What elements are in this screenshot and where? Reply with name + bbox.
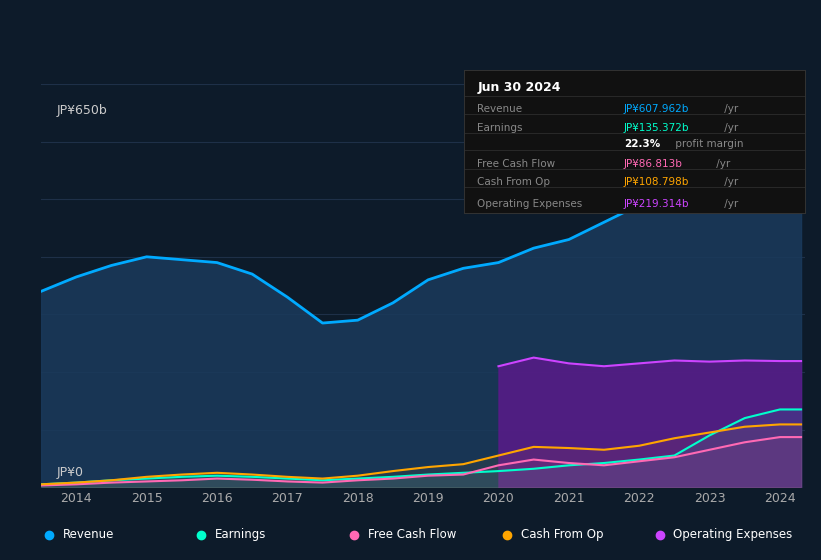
Text: profit margin: profit margin xyxy=(672,138,743,148)
Text: /yr: /yr xyxy=(722,177,739,187)
Text: JP¥0: JP¥0 xyxy=(57,466,83,479)
Text: JP¥219.314b: JP¥219.314b xyxy=(624,199,690,208)
Text: /yr: /yr xyxy=(722,104,739,114)
Text: Earnings: Earnings xyxy=(478,123,523,133)
Text: JP¥86.813b: JP¥86.813b xyxy=(624,158,683,169)
Text: Free Cash Flow: Free Cash Flow xyxy=(478,158,556,169)
Text: 22.3%: 22.3% xyxy=(624,138,660,148)
Text: /yr: /yr xyxy=(713,158,730,169)
Text: JP¥108.798b: JP¥108.798b xyxy=(624,177,690,187)
Text: Earnings: Earnings xyxy=(215,528,267,542)
Text: /yr: /yr xyxy=(722,123,739,133)
Text: Jun 30 2024: Jun 30 2024 xyxy=(478,81,561,95)
Text: JP¥135.372b: JP¥135.372b xyxy=(624,123,690,133)
Text: Revenue: Revenue xyxy=(62,528,114,542)
Text: JP¥607.962b: JP¥607.962b xyxy=(624,104,690,114)
Text: Cash From Op: Cash From Op xyxy=(521,528,603,542)
Text: Cash From Op: Cash From Op xyxy=(478,177,551,187)
Text: JP¥650b: JP¥650b xyxy=(57,104,107,117)
Text: Operating Expenses: Operating Expenses xyxy=(673,528,792,542)
Text: /yr: /yr xyxy=(722,199,739,208)
Text: Operating Expenses: Operating Expenses xyxy=(478,199,583,208)
Text: Free Cash Flow: Free Cash Flow xyxy=(368,528,456,542)
Text: Revenue: Revenue xyxy=(478,104,523,114)
